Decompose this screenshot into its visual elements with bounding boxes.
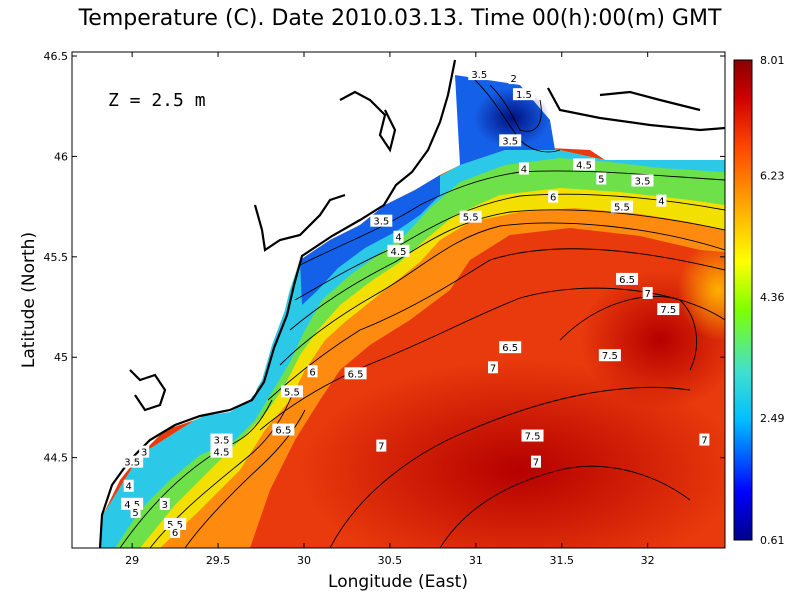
contour-label-text: 7 (533, 458, 539, 469)
contour-label: 7.5 (599, 349, 621, 362)
contour-label: 6 (308, 365, 318, 378)
contour-label: 3.5 (468, 68, 490, 81)
contour-label-text: 5.5 (614, 203, 630, 214)
contour-label: 5.5 (611, 201, 633, 214)
contour-label-text: 6 (550, 193, 556, 204)
contour-label-text: 3 (162, 500, 168, 511)
contour-label-text: 3.5 (124, 458, 140, 469)
contour-label: 4.5 (573, 158, 595, 171)
contour-label: 4.5 (388, 245, 410, 258)
contour-label-text: 1.5 (516, 90, 532, 101)
x-tick-label: 31.5 (550, 554, 575, 567)
contour-label-text: 4.5 (576, 160, 592, 171)
contour-label-text: 4 (395, 233, 401, 244)
contour-label-text: 7 (490, 363, 496, 374)
contour-label-text: 6.5 (275, 426, 291, 437)
contour-label-text: 6.5 (348, 369, 364, 380)
contour-label: 7 (699, 434, 709, 447)
contour-label-text: 4 (521, 164, 527, 175)
x-tick-label: 29.5 (206, 554, 231, 567)
contour-label: 5.5 (460, 211, 482, 224)
colorbar-ticks: 8.01 6.23 4.36 2.49 0.61 (760, 54, 785, 547)
contour-label-text: 5 (598, 175, 604, 186)
colorbar-tick-label: 4.36 (760, 291, 785, 304)
x-tick-label: 29 (125, 554, 139, 567)
contour-label: 5.5 (281, 385, 303, 398)
contour-label: 7.5 (522, 430, 544, 443)
contour-label: 4 (519, 162, 529, 175)
y-tick-label: 46.5 (44, 50, 69, 63)
contour-label-text: 3.5 (502, 136, 518, 147)
contour-label-text: 5.5 (284, 387, 300, 398)
contour-label-text: 4 (658, 197, 664, 208)
contour-label: 3.5 (632, 175, 654, 188)
contour-label-text: 7.5 (525, 432, 541, 443)
colorbar-tick-label: 0.61 (760, 534, 785, 547)
contour-label: 7 (376, 440, 386, 453)
x-tick-label: 31 (469, 554, 483, 567)
y-tick-label: 45.5 (44, 251, 69, 264)
contour-label-text: 7.5 (660, 305, 676, 316)
x-tick-label: 30.5 (378, 554, 403, 567)
contour-label: 3 (160, 498, 170, 511)
y-tick-label: 45 (54, 351, 68, 364)
contour-label: 6 (170, 526, 180, 539)
x-axis-label: Longitude (East) (328, 572, 468, 592)
contour-label-text: 3.5 (471, 70, 487, 81)
contour-label-text: 3.5 (214, 436, 230, 447)
contour-label: 4.5 (211, 446, 233, 459)
contour-label: 3.5 (499, 134, 521, 147)
x-tick-label: 30 (297, 554, 311, 567)
contour-label: 2 (509, 72, 519, 85)
sea-field (72, 52, 758, 580)
contour-label: 4 (656, 195, 666, 208)
colorbar (734, 60, 752, 540)
contour-label-text: 5.5 (463, 213, 479, 224)
contour-label: 7 (643, 287, 653, 300)
contour-label: 4 (124, 480, 134, 493)
contour-label: 7 (488, 361, 498, 374)
colorbar-tick-label: 6.23 (760, 169, 785, 182)
contour-label: 3.5 (121, 456, 143, 469)
contour-label-text: 4.5 (391, 247, 407, 258)
contour-label: 3.5 (211, 434, 233, 447)
contour-label-text: 4.5 (214, 448, 230, 459)
land-northeast (545, 52, 725, 158)
contour-label: 7.5 (657, 303, 679, 316)
contour-label-text: 7 (644, 289, 650, 300)
contour-label-text: 7 (701, 436, 707, 447)
contour-label-text: 3.5 (635, 177, 651, 188)
contour-label: 5 (131, 506, 141, 519)
depth-label: Z = 2.5 m (108, 90, 206, 111)
y-axis-label: Latitude (North) (19, 232, 39, 368)
contour-label: 1.5 (513, 88, 535, 101)
contour-label-text: 2 (510, 74, 516, 85)
colorbar-tick-label: 2.49 (760, 412, 785, 425)
contour-label: 7 (531, 456, 541, 469)
contour-label: 5 (596, 173, 606, 186)
x-tick-label: 32 (641, 554, 655, 567)
contour-label-text: 7.5 (602, 351, 618, 362)
contour-label: 6.5 (616, 273, 638, 286)
y-tick-label: 44.5 (44, 452, 69, 465)
contour-label: 6.5 (499, 341, 521, 354)
y-tick-label: 46 (54, 150, 68, 163)
contour-label: 3.5 (370, 215, 392, 228)
contour-label-text: 5 (132, 508, 138, 519)
colorbar-tick-label: 8.01 (760, 54, 785, 67)
contour-label: 6.5 (272, 424, 294, 437)
contour-label-text: 6.5 (619, 275, 635, 286)
contour-label-text: 6 (309, 367, 315, 378)
contour-label: 4 (394, 231, 404, 244)
contour-label-text: 6 (172, 528, 178, 539)
contour-label-text: 7 (378, 442, 384, 453)
contour-label-text: 6.5 (502, 343, 518, 354)
contour-label: 6.5 (345, 367, 367, 380)
contour-label: 6 (548, 191, 558, 204)
contour-label-text: 3.5 (373, 217, 389, 228)
contour-label-text: 4 (126, 482, 132, 493)
